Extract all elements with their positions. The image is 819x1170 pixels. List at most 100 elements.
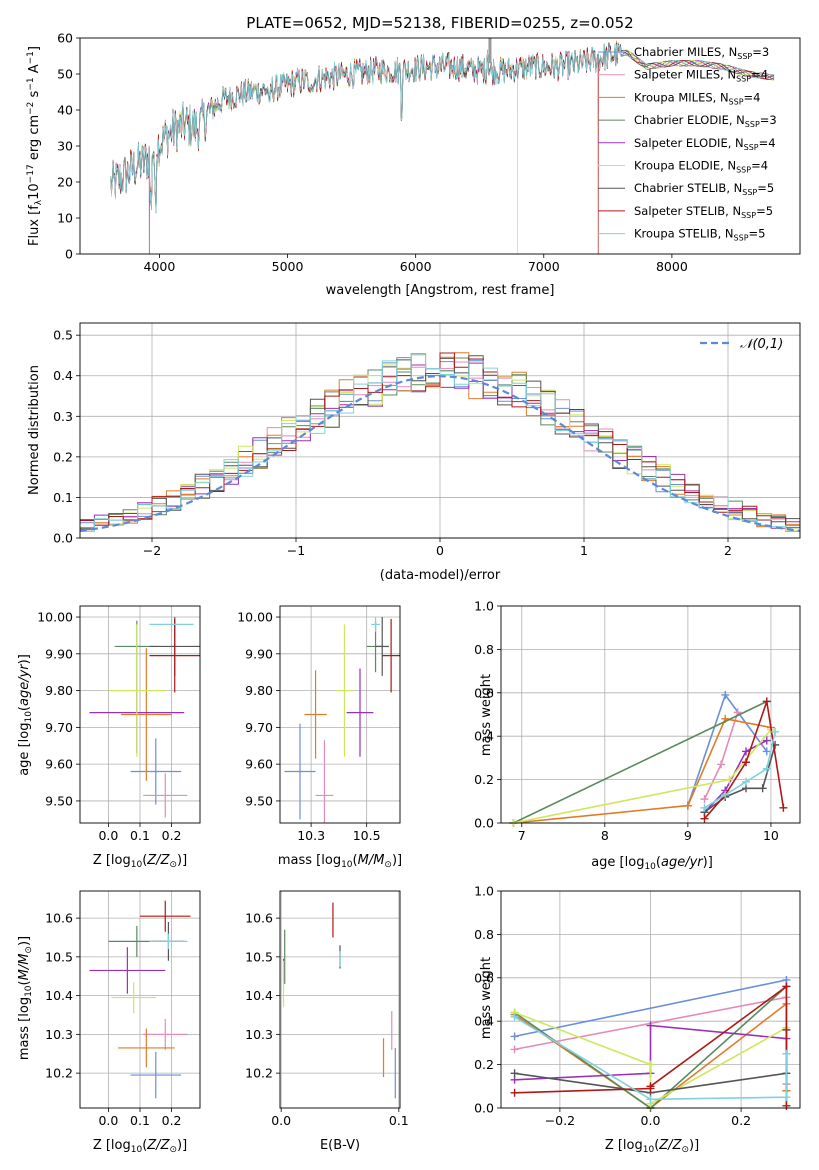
mass-vs-Z-panel: 0.0 0.1 0.2 10.2 10.3 10.4 10.5 10.6	[45, 890, 201, 1128]
y-tick-label: 0.8	[474, 642, 494, 657]
residuals-ylabel: Normed distribution	[27, 365, 42, 495]
marker-salpeter-elodie	[762, 736, 771, 745]
axes-frame	[79, 322, 801, 539]
y-tick-label: 10.4	[45, 988, 73, 1003]
marker-kroupa-stelib	[771, 727, 780, 736]
y-tick-label: 10.4	[245, 988, 273, 1003]
marker-kroupa-stelib	[721, 790, 730, 799]
marker-salpeter-stelib	[762, 697, 771, 706]
y-tick-label: 0.0	[53, 531, 73, 546]
marker-salpeter-miles	[510, 1045, 519, 1054]
marker-kroupa-stelib	[762, 764, 771, 773]
marker-salpeter-stelib	[510, 1088, 519, 1097]
legend-label: Kroupa STELIB, NSSP=5	[634, 227, 765, 243]
x-tick-label: 0.0	[98, 828, 118, 843]
marker-kroupa-stelib	[742, 777, 751, 786]
x-tick-label: 0.2	[731, 1113, 751, 1128]
y-tick-label: 9.50	[245, 793, 273, 808]
x-tick-label: 2	[724, 543, 732, 558]
x-tick-label: 10	[763, 828, 779, 843]
marker-chabrier-miles	[762, 747, 771, 756]
y-tick-label: 0.5	[53, 328, 73, 343]
y-tick-label: 10	[57, 211, 73, 226]
marker-salpeter-stelib	[742, 758, 751, 767]
x-tick-label: 0.2	[162, 828, 182, 843]
age-vs-Z-panel: 0.0 0.1 0.2 9.50 9.60 9.70 9.80 9.90 10.00	[37, 605, 201, 843]
x-tick-label: 10.3	[297, 828, 325, 843]
y-tick-label: 0.2	[53, 449, 73, 464]
y-tick-label: 10.5	[45, 949, 73, 964]
x-tick-label: 7	[518, 828, 526, 843]
legend-label: Chabrier MILES, NSSP=3	[634, 45, 769, 61]
marker-chabrier-miles	[510, 1032, 519, 1041]
y-tick-label: 10.2	[245, 1066, 273, 1081]
x-tick-label: 0.2	[162, 1113, 182, 1128]
y-tick-label: 40	[57, 103, 73, 118]
legend-label: 𝒩(0,1)	[740, 337, 783, 352]
axes-frame	[500, 605, 801, 824]
y-tick-label: 0.2	[474, 772, 494, 787]
massZ-xlabel: Z [log10(Z/Z⊙)]	[93, 1138, 187, 1155]
marker-kroupa-stelib	[782, 1049, 791, 1058]
marker-salpeter-stelib	[779, 803, 788, 812]
axes-frame	[279, 890, 401, 1109]
spectrum-xlabel: wavelength [Angstrom, rest frame]	[326, 283, 555, 298]
marker-salpeter-stelib	[700, 814, 709, 823]
axes-frame	[79, 605, 201, 824]
spectrum-ylabel: Flux [fλ10−17 erg cm−2 s−1 A−1]	[26, 46, 44, 246]
y-tick-label: 9.90	[245, 646, 273, 661]
marker-kroupa-stelib	[646, 1095, 655, 1104]
series-salpeter-elodie	[514, 1024, 787, 1081]
axes-frame	[79, 37, 801, 255]
massEbv-xlabel: E(B-V)	[320, 1138, 360, 1153]
y-tick-label: 0.6	[474, 970, 494, 985]
axes-frame	[279, 605, 401, 824]
series-chabrier-elodie	[513, 700, 768, 823]
y-tick-label: 10.3	[45, 1027, 73, 1042]
y-tick-label: 20	[57, 175, 73, 190]
series-kroupa-miles	[513, 717, 772, 823]
x-tick-label: 7000	[528, 259, 560, 274]
legend-label: Kroupa MILES, NSSP=4	[634, 90, 760, 106]
x-tick-label: −2	[143, 543, 161, 558]
ageM-xlabel: mass [log10(M/M⊙)]	[278, 853, 402, 870]
massZ-ylabel: mass [log10(M/M⊙)]	[17, 936, 34, 1060]
spectrum-panel: 4000 5000 6000 7000 8000 0 10 20 30 40 50 60 Chabrie…	[57, 31, 801, 274]
mwZ-ylabel: mass weight	[479, 957, 494, 1039]
x-tick-label: 1	[580, 543, 588, 558]
y-tick-label: 10.5	[245, 949, 273, 964]
marker-kroupa-miles	[683, 801, 692, 810]
y-tick-label: 0.8	[474, 927, 494, 942]
x-tick-label: 8	[601, 828, 609, 843]
y-tick-label: 0.6	[474, 685, 494, 700]
marker-chabrier-stelib	[510, 1069, 519, 1078]
y-tick-label: 10.6	[245, 911, 273, 926]
x-tick-label: −1	[287, 543, 305, 558]
y-tick-label: 0.4	[474, 1014, 494, 1029]
y-tick-label: 10.3	[245, 1027, 273, 1042]
y-tick-label: 9.70	[45, 720, 73, 735]
y-tick-label: 9.60	[245, 757, 273, 772]
marker-kroupa-elodie	[725, 775, 734, 784]
x-tick-label: 5000	[272, 259, 304, 274]
x-tick-label: 0.1	[130, 1113, 150, 1128]
series-kroupa-elodie	[513, 729, 772, 823]
y-tick-label: 9.80	[45, 683, 73, 698]
y-tick-label: 9.70	[245, 720, 273, 735]
marker-salpeter-stelib	[646, 1082, 655, 1091]
legend-label: Salpeter STELIB, NSSP=5	[634, 204, 773, 220]
x-tick-label: 0.1	[130, 828, 150, 843]
y-tick-label: 1.0	[474, 884, 494, 899]
figure-title: PLATE=0652, MJD=52138, FIBERID=0255, z=0…	[246, 14, 633, 32]
marker-salpeter-stelib	[782, 1101, 791, 1110]
y-tick-label: 30	[57, 139, 73, 154]
x-tick-label: 9	[684, 828, 692, 843]
marker-salpeter-miles	[700, 795, 709, 804]
y-tick-label: 60	[57, 31, 73, 46]
legend-label: Chabrier STELIB, NSSP=5	[634, 181, 774, 197]
y-tick-label: 10.00	[37, 610, 73, 625]
y-tick-label: 0.4	[474, 729, 494, 744]
x-tick-label: 4000	[144, 259, 176, 274]
y-tick-label: 0.0	[474, 1101, 494, 1116]
